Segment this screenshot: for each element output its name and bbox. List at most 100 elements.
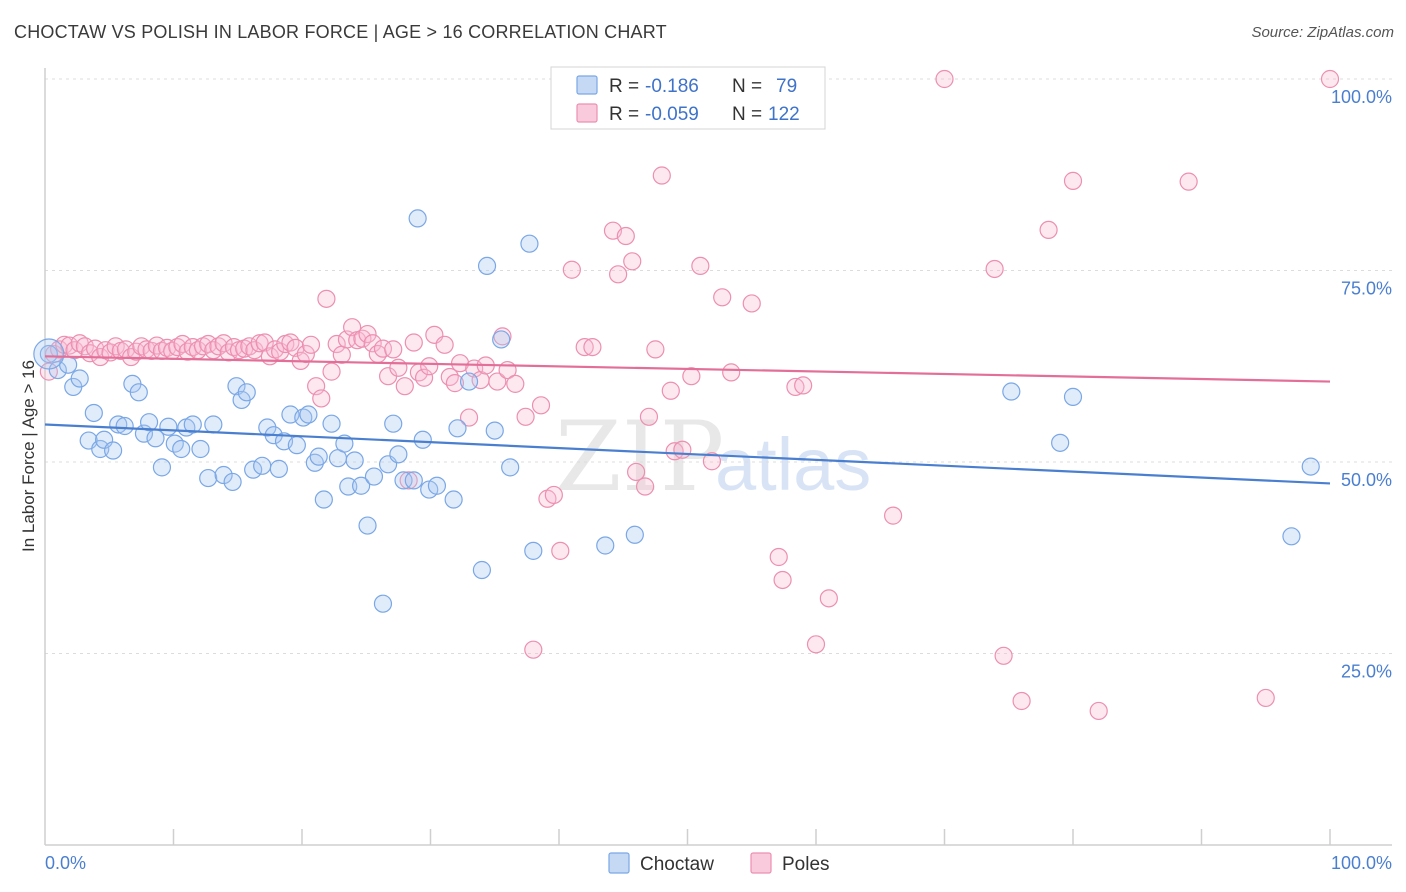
poles-point-69 (395, 377, 414, 396)
legend-r-label-choctaw: R = (609, 76, 639, 97)
poles-point-110 (691, 256, 710, 276)
poles-point-89 (524, 640, 543, 659)
poles-point-125 (1012, 691, 1031, 711)
legend-n-label-poles: N = (732, 104, 762, 125)
poles-point-131 (1320, 69, 1340, 89)
poles-point-85 (493, 327, 512, 346)
legend-n-value-choctaw: 79 (776, 76, 797, 97)
choctaw-point-42 (309, 447, 328, 466)
poles-point-95 (575, 338, 594, 357)
y-tick-label-50: 50.0% (1341, 470, 1392, 490)
poles-point-42 (255, 333, 274, 352)
poles-point-96 (583, 338, 602, 357)
poles-point-33 (209, 337, 228, 356)
choctaw-point-23 (191, 439, 210, 459)
choctaw-point-22 (183, 415, 202, 434)
choctaw-point-54 (384, 414, 403, 433)
choctaw-point-25 (204, 415, 223, 434)
choctaw-point-75 (1051, 433, 1070, 452)
choctaw-point-39 (294, 408, 313, 427)
poles-point-73 (414, 368, 434, 387)
bottom-legend-swatch-poles (750, 852, 772, 874)
poles-point-128 (1089, 701, 1108, 721)
poles-point-101 (626, 462, 646, 482)
y-axis-tick-labels: 25.0% 50.0% 75.0% 100.0% (1331, 87, 1392, 682)
poles-point-115 (769, 547, 788, 567)
choctaw-point-47 (339, 477, 358, 496)
poles-point-53 (312, 389, 331, 408)
poles-point-90 (531, 396, 551, 415)
poles-point-120 (819, 589, 838, 608)
poles-point-41 (250, 334, 269, 353)
poles-point-63 (363, 334, 382, 353)
poles-point-127 (1063, 171, 1083, 190)
y-tick-label-100: 100.0% (1331, 87, 1392, 107)
poles-point-18 (132, 337, 151, 356)
choctaw-point-67 (485, 421, 504, 440)
choctaw-point-66 (477, 256, 497, 276)
poles-point-121 (883, 506, 903, 525)
choctaw-point-11 (115, 416, 134, 436)
choctaw-point-57 (404, 471, 423, 490)
poles-point-99 (616, 226, 635, 246)
poles-point-107 (665, 442, 684, 461)
poles-point-80 (459, 408, 479, 427)
poles-point-109 (682, 367, 701, 386)
poles-point-71 (404, 333, 423, 352)
poles-point-78 (445, 374, 465, 393)
choctaw-point-78 (1301, 457, 1320, 476)
poles-point-102 (635, 477, 655, 496)
poles-point-23 (157, 338, 177, 357)
poles-point-92 (544, 485, 563, 505)
poles-point-111 (702, 452, 722, 471)
choctaw-point-61 (427, 476, 447, 495)
poles-point-117 (786, 377, 805, 397)
choctaw-point-52 (373, 594, 393, 613)
choctaw-trend-line (44, 423, 1331, 485)
poles-point-68 (389, 358, 408, 377)
choctaw-point-50 (358, 516, 377, 535)
poles-points (39, 69, 1340, 721)
y-tick-label-75: 75.0% (1341, 279, 1392, 299)
poles-point-84 (488, 372, 507, 391)
choctaw-point-72 (596, 536, 615, 555)
choctaw-point-6 (84, 403, 103, 423)
choctaw-point-18 (159, 417, 178, 436)
legend-n-value-poles: 122 (768, 104, 800, 125)
choctaw-point-38 (287, 436, 306, 455)
bottom-legend-label-choctaw: Choctaw (640, 854, 714, 875)
trend-lines (44, 355, 1331, 485)
poles-point-74 (420, 357, 439, 376)
poles-point-54 (317, 289, 336, 308)
choctaw-point-77 (1282, 527, 1301, 546)
poles-point-28 (183, 338, 202, 357)
poles-point-122 (935, 69, 954, 89)
poles-point-25 (168, 338, 187, 357)
poles-point-55 (322, 362, 341, 381)
bottom-legend-swatch-choctaw (608, 852, 630, 874)
poles-point-119 (806, 635, 826, 654)
poles-point-126 (1039, 220, 1058, 240)
x-tick-label-100: 100.0% (1331, 853, 1392, 873)
poles-point-47 (281, 333, 300, 352)
legend-n-label-choctaw: N = (732, 76, 762, 97)
poles-point-113 (722, 363, 741, 382)
choctaw-point-4 (70, 369, 89, 388)
choctaw-point-48 (345, 451, 364, 470)
poles-point-112 (713, 288, 732, 307)
choctaw-point-31 (244, 460, 263, 479)
choctaw-point-35 (269, 459, 288, 478)
poles-point-108 (673, 440, 692, 459)
poles-point-34 (214, 334, 233, 353)
poles-point-129 (1179, 172, 1198, 191)
choctaw-point-28 (227, 377, 246, 396)
poles-point-124 (994, 646, 1013, 665)
poles-point-51 (301, 335, 321, 354)
choctaw-point-76 (1063, 387, 1083, 406)
choctaw-point-71 (524, 541, 543, 560)
choctaw-point-large (33, 338, 65, 370)
y-axis-label: In Labor Force | Age > 16 (19, 360, 38, 552)
poles-point-118 (794, 376, 813, 395)
choctaw-point-64 (459, 372, 479, 391)
legend-r-value-poles: -0.059 (645, 104, 699, 125)
